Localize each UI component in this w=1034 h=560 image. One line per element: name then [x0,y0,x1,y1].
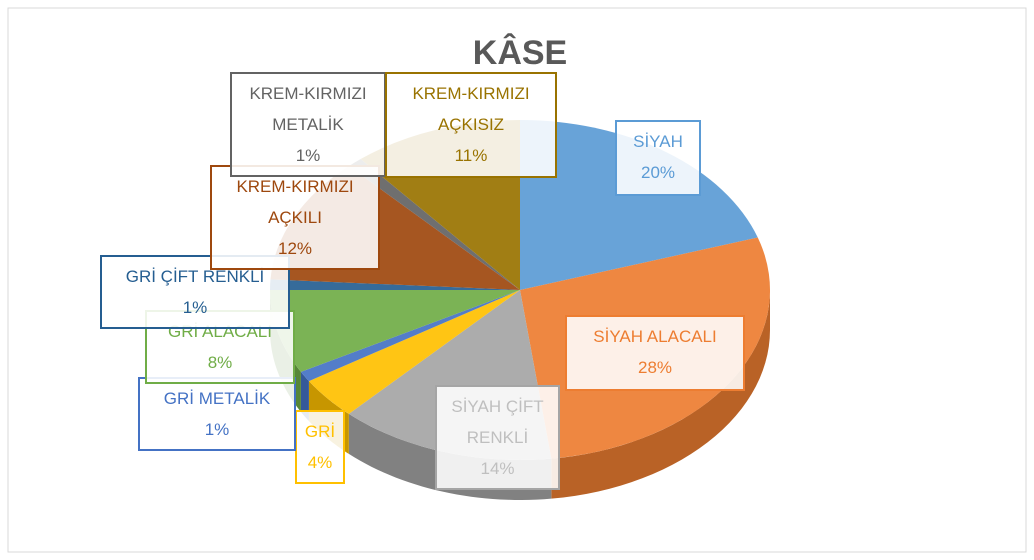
label-value: 1% [295,146,321,165]
slice [270,279,520,290]
label-value: 28% [637,358,673,377]
label-value: 11% [454,146,488,165]
data-label: GRİ 4% [295,410,345,484]
data-label: SİYAH ALACALI 28% [565,315,745,391]
data-label: KREM-KIRMIZI AÇKISIZ 11% [385,72,557,178]
slice [520,120,758,290]
slice-side [300,371,309,422]
label-name: SİYAH ÇİFT RENKLİ [451,397,544,447]
data-label: GRİ METALİK 1% [138,377,296,451]
data-label: SİYAH ÇİFT RENKLİ 14% [435,385,560,490]
data-label: KREM-KIRMIZI METALİK 1% [230,72,386,177]
label-name: GRİ METALİK [163,389,271,408]
label-value: 4% [307,453,333,472]
label-name: SİYAH [633,132,683,151]
slice [270,290,520,372]
label-value: 1% [204,420,230,439]
label-value: 20% [640,163,676,182]
label-value: 12% [277,239,313,258]
data-label: KREM-KIRMIZI AÇKILI 12% [210,165,380,270]
label-name: SİYAH ALACALI [593,327,717,346]
label-name: GRİ [304,422,336,441]
label-name: KREM-KIRMIZI AÇKILI [236,177,354,227]
slice-side [551,290,770,499]
slice [308,290,520,414]
label-name: GRİ ÇİFT RENKLİ [125,267,265,286]
data-label: SİYAH 20% [615,120,701,196]
label-name: KREM-KIRMIZI METALİK [249,84,367,134]
label-value: 1% [182,298,208,317]
slice [300,290,520,382]
label-value: 14% [480,459,515,478]
chart-title: KÂSE [473,34,567,72]
slice [348,159,520,290]
label-value: 8% [207,353,233,372]
label-name: KREM-KIRMIZI AÇKISIZ [412,84,530,134]
